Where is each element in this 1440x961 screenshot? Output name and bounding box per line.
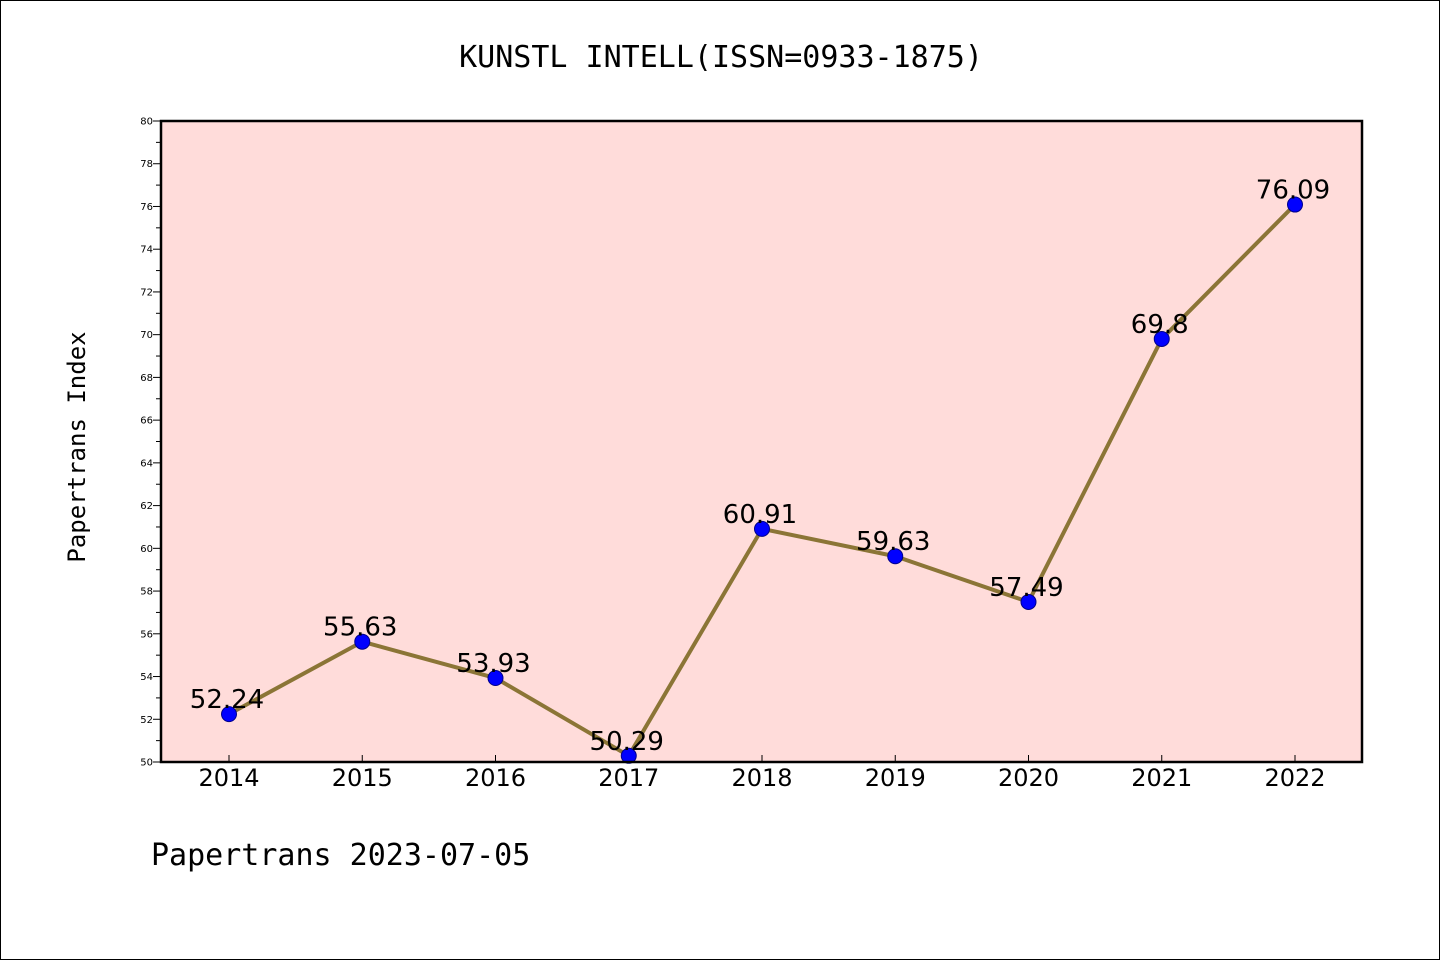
data-label: 53.93 <box>456 649 530 679</box>
y-tick-label: 64 <box>140 458 153 469</box>
y-tick-label: 72 <box>140 287 153 298</box>
x-tick-label: 2021 <box>1131 764 1192 792</box>
y-tick-label: 52 <box>140 715 153 726</box>
x-tick-label: 2019 <box>865 764 926 792</box>
x-tick-label: 2016 <box>465 764 526 792</box>
y-tick-label: 62 <box>140 501 153 512</box>
x-tick-label: 2014 <box>198 764 259 792</box>
data-point <box>887 548 904 565</box>
y-tick-label: 56 <box>140 629 153 640</box>
y-tick-label: 78 <box>140 159 153 170</box>
y-tick-label: 54 <box>140 672 153 683</box>
x-tick-label: 2018 <box>731 764 792 792</box>
data-label: 69.8 <box>1131 310 1189 340</box>
y-axis-ticks: 50 52 54 56 58 60 62 64 66 68 70 72 74 76 78 80 <box>140 117 161 769</box>
data-point <box>1287 196 1303 213</box>
data-label: 50.29 <box>590 727 664 757</box>
x-tick-label: 2022 <box>1264 764 1325 792</box>
data-point <box>1153 330 1170 347</box>
y-tick-label: 50 <box>140 758 153 769</box>
plot-frame <box>159 119 1364 764</box>
data-point <box>754 520 770 537</box>
plot-area <box>161 121 1362 762</box>
y-tick-label: 76 <box>140 202 153 213</box>
y-axis-label: Papertrans Index <box>63 331 91 562</box>
data-point <box>1020 593 1037 610</box>
data-point <box>354 633 371 650</box>
data-points <box>221 196 1303 764</box>
data-label: 52.24 <box>190 685 264 715</box>
y-tick-label: 74 <box>140 245 153 256</box>
data-label: 57.49 <box>989 573 1063 603</box>
data-point <box>620 747 637 764</box>
y-tick-label: 66 <box>140 416 153 427</box>
x-tick-label: 2017 <box>598 764 659 792</box>
data-point <box>487 670 504 687</box>
x-tick-label: 2015 <box>332 764 393 792</box>
x-tick-label: 2020 <box>998 764 1059 792</box>
data-label: 76.09 <box>1256 176 1330 206</box>
chart-title: KUNSTL INTELL(ISSN=0933-1875) <box>459 40 983 75</box>
data-label: 60.91 <box>723 500 797 530</box>
chart-footer: Papertrans 2023-07-05 <box>151 838 530 873</box>
y-tick-label: 58 <box>140 587 153 598</box>
y-tick-label: 68 <box>140 373 153 384</box>
data-label: 59.63 <box>856 527 930 557</box>
y-tick-label: 80 <box>140 117 153 128</box>
data-point <box>221 706 237 723</box>
data-labels: 52.24 55.63 53.93 50.29 60.91 59.63 57.49 69.8 7… <box>190 176 1330 757</box>
data-label: 55.63 <box>323 613 397 643</box>
y-tick-label: 60 <box>140 544 153 555</box>
x-axis-ticks: 2014 2015 2016 2017 2018 2019 2020 2021 2022 <box>198 755 1326 792</box>
y-tick-label: 70 <box>140 330 153 341</box>
